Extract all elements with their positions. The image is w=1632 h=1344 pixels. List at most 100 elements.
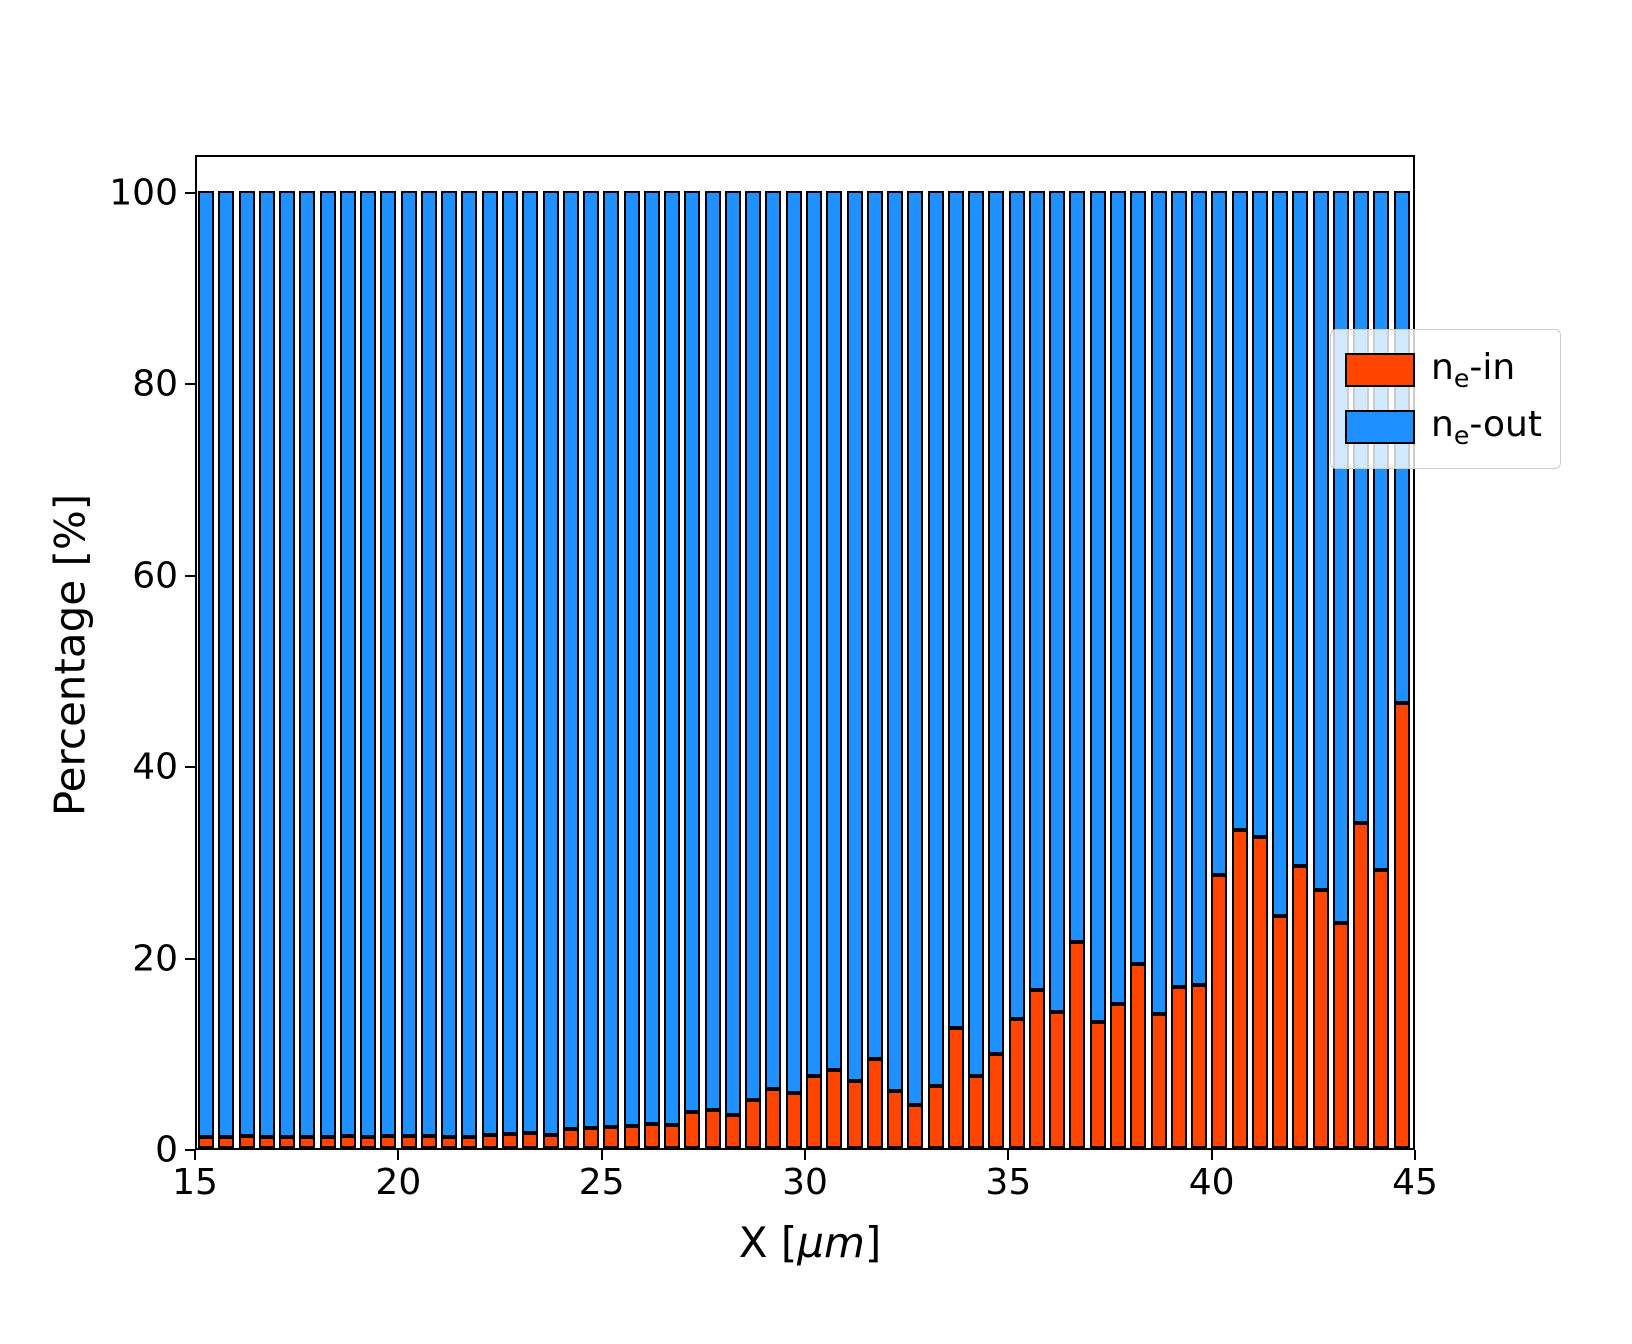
stacked-bar bbox=[1069, 191, 1086, 1148]
bar-segment-ne-out bbox=[279, 191, 296, 1138]
stacked-bar bbox=[968, 191, 985, 1148]
stacked-bar bbox=[481, 191, 498, 1148]
bar-segment-ne-out bbox=[1130, 191, 1147, 965]
legend: ne-in ne-out bbox=[1330, 329, 1561, 469]
bar-segment-ne-in bbox=[1211, 875, 1228, 1148]
x-tick-label: 15 bbox=[172, 1162, 218, 1203]
stacked-bar bbox=[684, 191, 701, 1148]
stacked-bar bbox=[1008, 191, 1025, 1148]
bar-segment-ne-out bbox=[1008, 191, 1025, 1019]
stacked-bar bbox=[806, 191, 822, 1148]
stacked-bar bbox=[1211, 191, 1228, 1148]
bar-segment-ne-out bbox=[664, 191, 681, 1126]
bar-segment-ne-in bbox=[745, 1100, 762, 1148]
bar-segment-ne-in bbox=[603, 1126, 620, 1148]
bar-segment-ne-in bbox=[947, 1028, 964, 1148]
bar-segment-ne-in bbox=[1069, 942, 1086, 1148]
x-tick-mark bbox=[1414, 1150, 1416, 1160]
bar-segment-ne-in bbox=[1231, 830, 1248, 1148]
stacked-bar bbox=[947, 191, 964, 1148]
stacked-bar bbox=[907, 191, 924, 1148]
bar-segment-ne-in bbox=[1191, 985, 1208, 1148]
stacked-bar bbox=[1231, 191, 1248, 1148]
legend-label-text: n bbox=[1431, 403, 1454, 445]
stacked-bar bbox=[198, 191, 214, 1148]
bar-segment-ne-in bbox=[623, 1126, 640, 1148]
bar-segment-ne-out bbox=[724, 191, 741, 1115]
stacked-bar bbox=[745, 191, 762, 1148]
bar-segment-ne-out bbox=[522, 191, 539, 1133]
legend-label-subscript: e bbox=[1453, 364, 1470, 394]
bar-segment-ne-out bbox=[198, 191, 214, 1137]
bar-segment-ne-out bbox=[846, 191, 863, 1082]
x-tick-mark bbox=[1210, 1150, 1213, 1160]
stacked-bar bbox=[542, 191, 559, 1148]
stacked-bar bbox=[1049, 191, 1066, 1148]
bar-segment-ne-out bbox=[988, 191, 1005, 1055]
bar-segment-ne-in bbox=[1292, 865, 1309, 1148]
bar-segment-ne-out bbox=[400, 191, 417, 1136]
bar-segment-ne-out bbox=[1110, 191, 1126, 1005]
x-tick-label: 35 bbox=[985, 1162, 1032, 1203]
bar-segment-ne-out bbox=[643, 191, 660, 1125]
bar-segment-ne-out bbox=[542, 191, 559, 1135]
x-axis-label-text: X [ bbox=[738, 1218, 798, 1267]
bar-segment-ne-in bbox=[765, 1088, 782, 1148]
bar-segment-ne-out bbox=[258, 191, 275, 1137]
stacked-bar bbox=[522, 191, 539, 1148]
bar-segment-ne-in bbox=[1272, 916, 1289, 1148]
bar-segment-ne-in bbox=[887, 1090, 904, 1148]
legend-label-subscript: e bbox=[1453, 421, 1470, 451]
bar-segment-ne-in bbox=[1008, 1018, 1025, 1148]
stacked-bar bbox=[1089, 191, 1106, 1148]
legend-entry-ne-out: ne-out bbox=[1345, 399, 1542, 456]
bar-segment-ne-in bbox=[481, 1134, 498, 1148]
stacked-bar bbox=[846, 191, 863, 1148]
bar-segment-ne-in bbox=[198, 1136, 214, 1148]
stacked-bar bbox=[1272, 191, 1289, 1148]
bar-segment-ne-out bbox=[238, 191, 255, 1136]
y-tick-mark bbox=[185, 957, 195, 960]
x-axis-label-unit: μm bbox=[797, 1218, 865, 1267]
y-tick-label: 20 bbox=[132, 938, 178, 980]
bar-segment-ne-in bbox=[907, 1104, 924, 1148]
bar-segment-ne-out bbox=[441, 191, 458, 1137]
stacked-bar bbox=[1312, 191, 1329, 1148]
bar-segment-ne-out bbox=[1028, 191, 1045, 991]
legend-swatch-ne-in bbox=[1345, 353, 1415, 388]
bar-segment-ne-out bbox=[562, 191, 579, 1129]
stacked-bar bbox=[765, 191, 782, 1148]
legend-label-ne-out: ne-out bbox=[1431, 405, 1542, 450]
bar-segment-ne-in bbox=[258, 1136, 275, 1148]
x-tick-mark bbox=[194, 1150, 196, 1160]
stacked-bar bbox=[1191, 191, 1208, 1148]
y-axis-label: Percentage [%] bbox=[45, 493, 95, 817]
stacked-bar bbox=[339, 191, 356, 1148]
bar-segment-ne-out bbox=[502, 191, 518, 1134]
stacked-bar bbox=[461, 191, 478, 1148]
bar-segment-ne-in bbox=[806, 1076, 822, 1148]
bar-segment-ne-out bbox=[765, 191, 782, 1089]
bar-segment-ne-in bbox=[1312, 889, 1329, 1148]
bar-segment-ne-out bbox=[1049, 191, 1066, 1013]
bar-segment-ne-out bbox=[299, 191, 316, 1137]
bar-segment-ne-in bbox=[785, 1092, 802, 1148]
bar-segment-ne-in bbox=[461, 1136, 478, 1148]
bar-segment-ne-in bbox=[380, 1135, 397, 1148]
bar-segment-ne-in bbox=[1332, 923, 1349, 1148]
stacked-bar bbox=[603, 191, 620, 1148]
bar-segment-ne-in bbox=[360, 1136, 377, 1148]
stacked-bar bbox=[441, 191, 458, 1148]
bar-segment-ne-in bbox=[1150, 1014, 1167, 1148]
stacked-bar bbox=[279, 191, 296, 1148]
bar-segment-ne-out bbox=[1373, 191, 1390, 871]
bar-segment-ne-in bbox=[704, 1109, 721, 1148]
bar-segment-ne-out bbox=[1069, 191, 1086, 943]
stacked-bar bbox=[927, 191, 944, 1148]
bar-segment-ne-in bbox=[826, 1069, 843, 1148]
bar-segment-ne-out bbox=[927, 191, 944, 1086]
bar-segment-ne-out bbox=[1211, 191, 1228, 876]
bar-segment-ne-out bbox=[319, 191, 336, 1137]
y-tick-label: 60 bbox=[132, 555, 178, 597]
bar-segment-ne-in bbox=[988, 1054, 1005, 1148]
